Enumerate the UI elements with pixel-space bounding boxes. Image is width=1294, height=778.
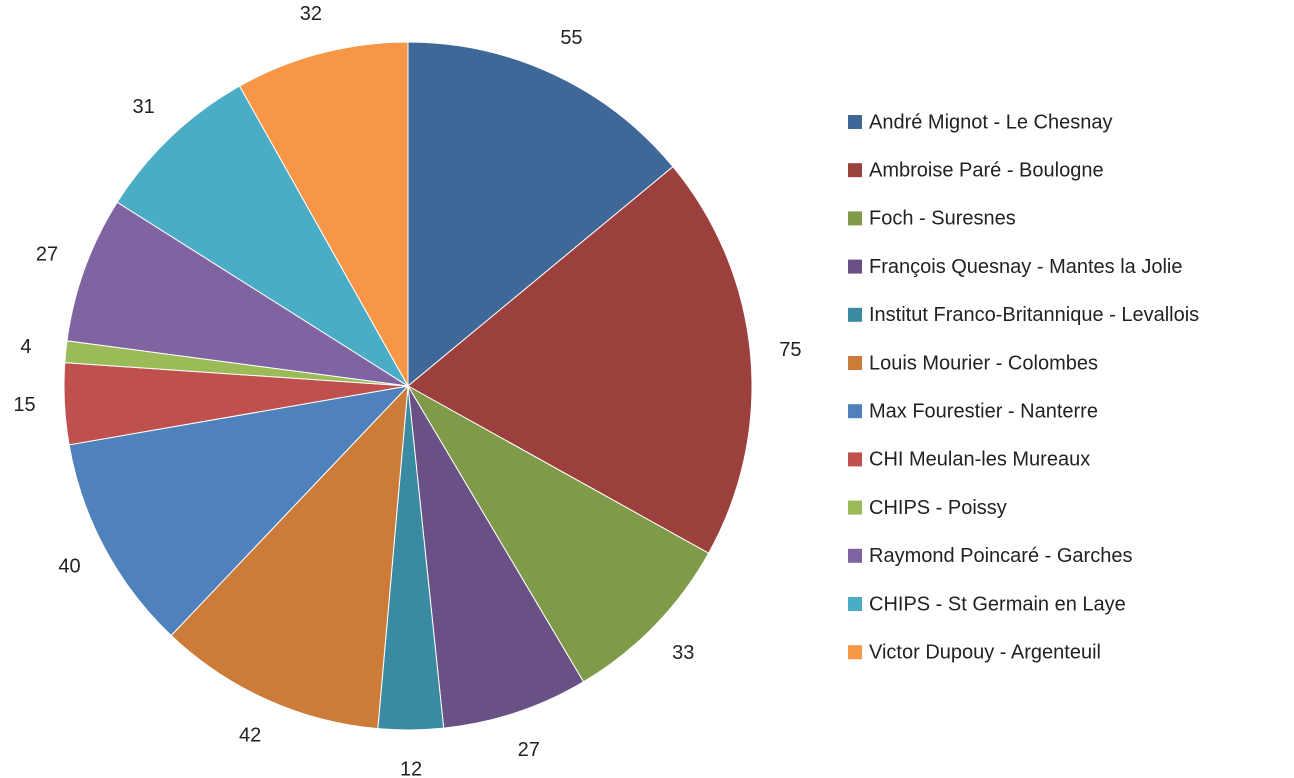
legend-swatch [848,404,862,419]
data-label: 12 [400,758,422,778]
legend-swatch [848,356,862,370]
pie-slice [66,201,409,387]
data-label: 40 [58,556,80,578]
data-label: 4 [20,336,31,358]
data-label: 75 [779,339,801,361]
legend-swatch [848,500,862,515]
data-label: 42 [239,724,261,746]
legend-label: Victor Dupouy - Argenteuil [869,641,1101,663]
data-label: 31 [132,96,154,118]
legend-label: François Quesnay - Mantes la Jolie [869,256,1182,278]
legend-swatch [848,211,862,226]
pie-slice [406,384,710,683]
legend-label: Institut Franco-Britannique - Levallois [869,304,1199,326]
legend-swatch [848,597,862,611]
pie-slice [407,165,753,554]
legend-swatch [848,259,862,274]
data-label: 32 [300,3,322,25]
legend-label: André Mignot - Le Chesnay [869,111,1112,133]
legend-label: Raymond Poincaré - Garches [869,545,1132,567]
legend-label: CHIPS - St Germain en Laye [869,593,1126,615]
legend-swatch [848,548,862,563]
legend-swatch [848,115,862,129]
legend-label: CHIPS - Poissy [869,497,1007,519]
data-label: 27 [518,739,540,761]
pie-slice [238,41,409,388]
pie-slice [116,85,409,387]
pie-slice [170,384,409,730]
data-label: 27 [36,243,58,265]
legend-swatch [848,452,862,467]
data-label: 33 [672,642,694,664]
data-label: 15 [13,394,35,416]
data-label: 55 [560,27,582,49]
legend-swatch [848,645,862,660]
legend-label: Ambroise Paré - Boulogne [869,159,1104,181]
pie-slice [407,385,585,729]
legend-label: Max Fourestier - Nanterre [869,400,1098,422]
legend-label: Louis Mourier - Colombes [869,352,1098,374]
legend-label: Foch - Suresnes [869,208,1016,230]
legend-swatch [848,163,862,178]
legend-swatch [848,307,862,322]
legend-label: CHI Meulan-les Mureaux [869,449,1090,471]
pie-slice [68,385,410,637]
pie-slice [407,41,674,388]
